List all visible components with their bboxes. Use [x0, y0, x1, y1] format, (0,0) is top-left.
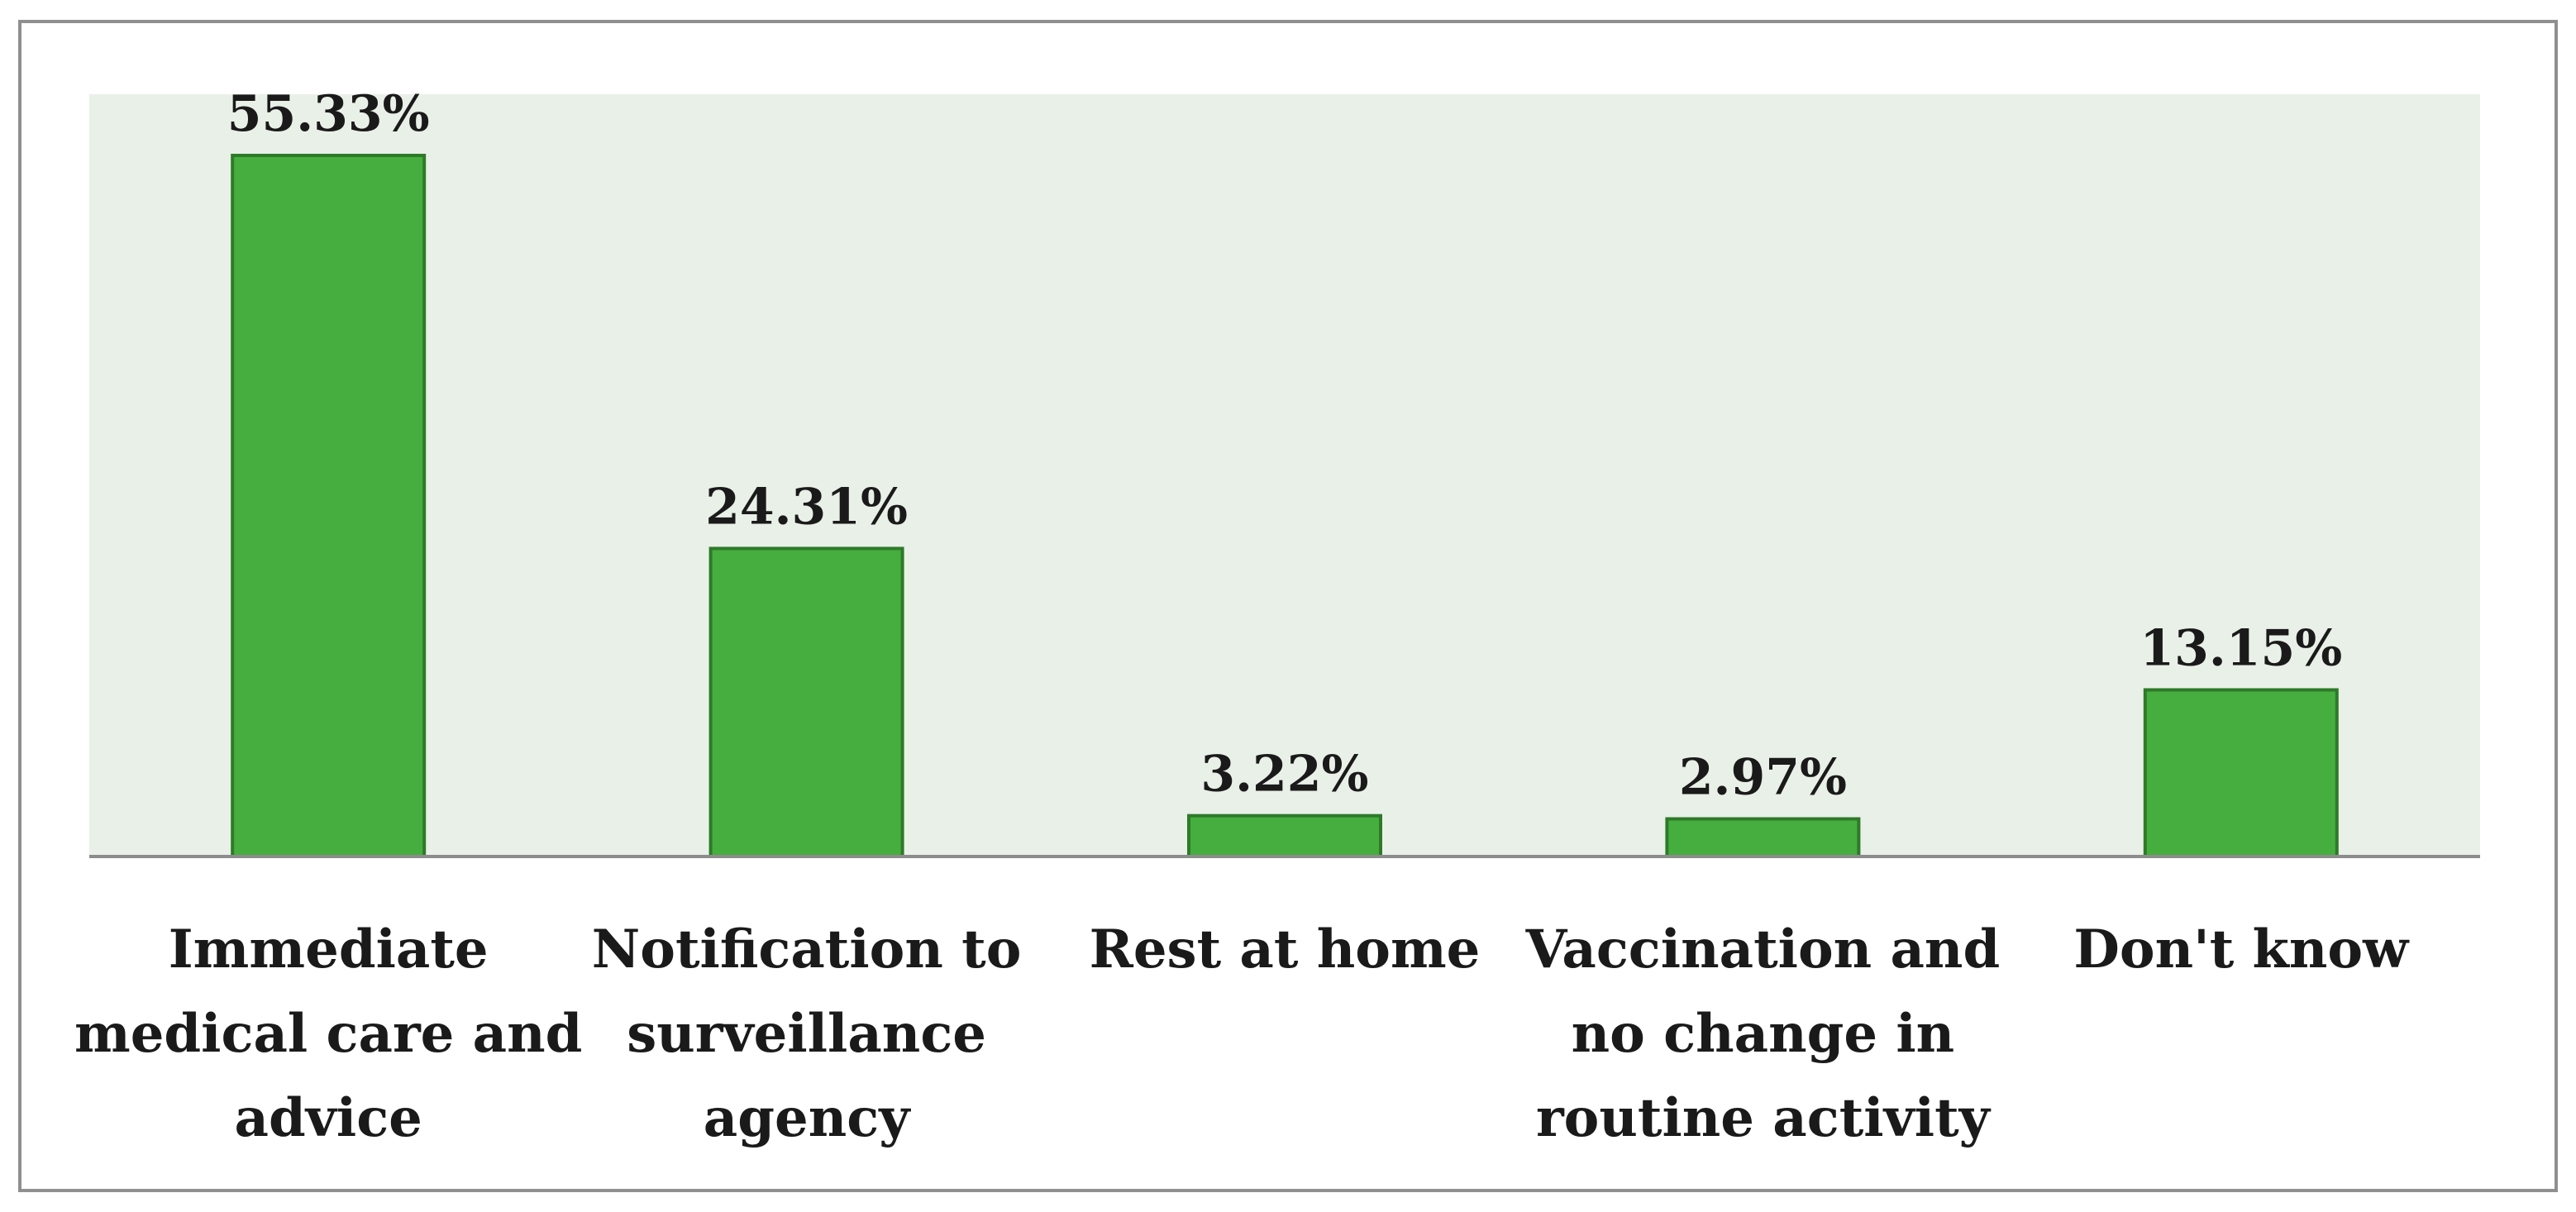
plot-background — [89, 94, 2480, 857]
category-label-line: Rest at home — [1090, 919, 1481, 981]
data-label: 3.22% — [1200, 746, 1368, 804]
category-label-line: surveillance — [627, 1003, 986, 1065]
category-label-line: Vaccination and — [1525, 919, 2001, 981]
category-tick-label: Don't know — [2073, 919, 2410, 981]
bar — [231, 154, 427, 858]
data-label: 13.15% — [2140, 619, 2342, 677]
category-label-line: agency — [704, 1087, 911, 1149]
category-label-line: Don't know — [2073, 919, 2410, 981]
category-tick-label: Immediate medical care and advice — [74, 919, 582, 1149]
bars-group — [231, 154, 2339, 859]
data-label: 2.97% — [1679, 748, 1847, 806]
data-label: 55.33% — [227, 85, 430, 143]
category-label-line: medical care and — [74, 1003, 582, 1065]
category-label-line: advice — [234, 1087, 422, 1149]
category-label-line: no change in — [1572, 1003, 1955, 1065]
bar — [1187, 814, 1382, 858]
bar — [1665, 817, 1861, 859]
category-label-line: routine activity — [1536, 1087, 1992, 1149]
category-label-line: Immediate — [169, 919, 489, 981]
data-labels-group: 55.33% 24.31% 3.22% 2.97% 13.15% — [227, 85, 2343, 806]
data-label: 24.31% — [705, 478, 908, 536]
bar — [708, 546, 904, 858]
category-labels-group: Immediate medical care and advice Notificat… — [74, 919, 2410, 1149]
category-label-line: Notification to — [592, 919, 1022, 981]
category-tick-label: Rest at home — [1090, 919, 1481, 981]
category-tick-label: Notification to surveillance agency — [592, 919, 1022, 1149]
category-tick-label: Vaccination and no change in routine activ… — [1525, 919, 2001, 1149]
bar — [2143, 688, 2339, 858]
